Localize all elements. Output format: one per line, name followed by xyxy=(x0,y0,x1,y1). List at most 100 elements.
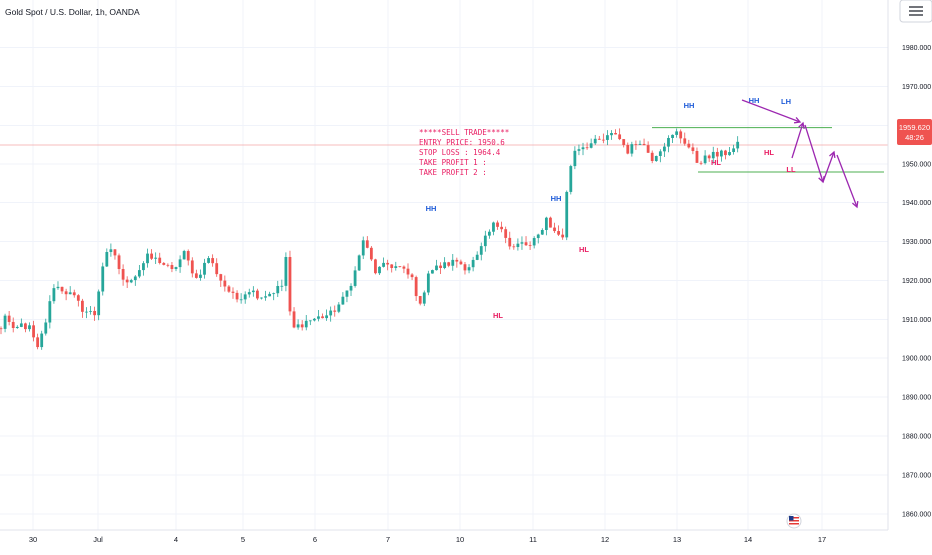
projection-arrow xyxy=(836,154,858,208)
candle-body xyxy=(422,292,426,304)
candle-body xyxy=(451,259,455,266)
candle-body xyxy=(414,277,418,297)
candle-body xyxy=(650,152,654,162)
candle-body xyxy=(557,231,560,235)
price-tag-background xyxy=(897,119,932,145)
trade-note: *****SELL TRADE***** ENTRY PRICE: 1950.6… xyxy=(419,128,509,177)
candle-body xyxy=(532,238,536,246)
candle-body xyxy=(398,266,402,268)
candle-body xyxy=(418,296,422,304)
price-tick-label: 1870.000 xyxy=(902,473,931,480)
candle-body xyxy=(227,286,231,292)
candle-body xyxy=(121,269,125,280)
candle-body xyxy=(203,262,206,275)
candle-body xyxy=(125,279,129,283)
candle-body xyxy=(276,285,280,294)
candle-body xyxy=(577,149,581,151)
candle-body xyxy=(455,259,459,262)
candle-body xyxy=(634,144,638,145)
candle-body xyxy=(365,240,369,248)
candle-body xyxy=(239,299,243,301)
candle-body xyxy=(606,135,609,140)
candle-body xyxy=(150,253,153,259)
hamburger-icon[interactable] xyxy=(899,0,932,23)
candle-body xyxy=(3,315,7,329)
candle-body xyxy=(488,231,491,236)
candle-body xyxy=(76,295,80,301)
candle-body xyxy=(304,320,308,328)
pattern-marker: HL xyxy=(711,158,721,167)
candle-body xyxy=(353,270,357,286)
candle-body xyxy=(439,265,442,269)
candle-body xyxy=(52,288,56,302)
candle-body xyxy=(402,266,406,269)
arrowhead xyxy=(829,150,836,159)
candle-body xyxy=(667,137,670,147)
candle-body xyxy=(516,243,520,248)
candle-body xyxy=(715,151,719,157)
candle-body xyxy=(687,143,691,148)
pattern-marker: HH xyxy=(684,101,695,110)
candle-body xyxy=(443,262,447,269)
candle-body xyxy=(658,151,662,157)
candle-body xyxy=(642,143,646,146)
time-tick-label: 14 xyxy=(744,535,752,544)
candle-body xyxy=(44,322,48,334)
candle-body xyxy=(260,297,263,299)
candle-body xyxy=(671,134,674,138)
candle-body xyxy=(15,326,19,329)
candle-body xyxy=(492,222,495,232)
candle-body xyxy=(679,131,683,139)
candle-body xyxy=(174,267,178,270)
candle-body xyxy=(573,150,577,167)
candle-body xyxy=(207,258,210,263)
candle-body xyxy=(308,320,312,322)
candle-body xyxy=(618,134,622,140)
candle-body xyxy=(36,337,40,348)
candle-body xyxy=(520,242,524,244)
arrowhead xyxy=(852,200,859,209)
candle-body xyxy=(463,264,467,271)
candle-body xyxy=(646,145,650,153)
candle-body xyxy=(341,296,345,305)
candle-body xyxy=(500,226,504,230)
candle-body xyxy=(186,251,190,261)
candle-body xyxy=(251,290,255,293)
price-tick-label: 1860.000 xyxy=(902,512,931,519)
candle-body xyxy=(394,266,398,269)
candle-body xyxy=(40,333,44,348)
candle-body xyxy=(325,315,328,319)
note-line-3: STOP LOSS : 1964.4 xyxy=(419,148,501,157)
candle-body xyxy=(610,133,613,136)
candle-body xyxy=(508,237,512,247)
time-tick-label: 17 xyxy=(818,535,826,544)
arrowhead xyxy=(793,117,802,124)
pattern-marker: HL xyxy=(764,148,774,157)
candle-body xyxy=(663,146,666,152)
note-line-1: *****SELL TRADE***** xyxy=(419,128,509,137)
candle-body xyxy=(256,290,259,299)
candle-body xyxy=(471,259,475,268)
pattern-marker: LH xyxy=(781,97,791,106)
price-tick-label: 1930.000 xyxy=(902,239,931,246)
candle-body xyxy=(235,292,239,300)
candle-body xyxy=(64,291,68,295)
price-tick-label: 1920.000 xyxy=(902,278,931,285)
candle-body xyxy=(280,285,284,287)
us-flag-icon[interactable] xyxy=(786,513,802,529)
candle-body xyxy=(589,143,593,148)
projection-arrows xyxy=(741,99,859,209)
candle-body xyxy=(528,245,532,247)
time-tick-label: 6 xyxy=(313,535,317,544)
price-tick-label: 1890.000 xyxy=(902,395,931,402)
candle-body xyxy=(361,240,365,256)
note-line-5: TAKE PROFIT 2 : xyxy=(419,168,487,177)
candle-body xyxy=(32,325,35,338)
candle-body xyxy=(431,270,434,274)
time-axis[interactable]: 30 Jul 4 5 6 7 10 11 12 13 14 17 xyxy=(29,535,826,544)
candle-body xyxy=(199,274,202,278)
candle-body xyxy=(540,229,544,235)
